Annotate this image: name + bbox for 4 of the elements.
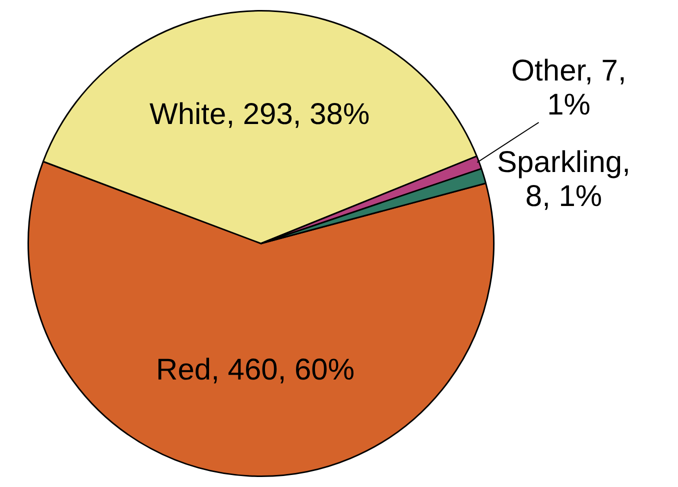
slice-label: Red, 460, 60% (156, 354, 355, 387)
slice-label: Sparkling, 8, 1% (497, 146, 630, 214)
slice-label: Other, 7, 1% (511, 54, 626, 122)
slice-label: White, 293, 38% (150, 98, 370, 131)
